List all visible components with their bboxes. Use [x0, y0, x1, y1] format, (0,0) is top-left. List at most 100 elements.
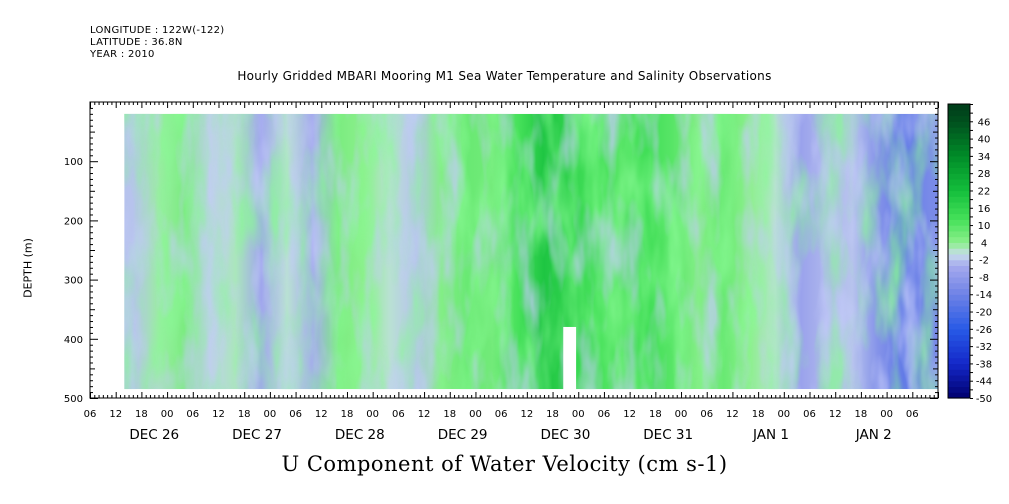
x-day-label: DEC 28: [335, 427, 385, 443]
x-tick-label: 06: [700, 409, 713, 420]
x-tick-label: 18: [546, 409, 559, 420]
colorbar-swatch: [948, 305, 970, 313]
colorbar-label: 4: [981, 238, 987, 249]
x-tick-label: 06: [84, 409, 97, 420]
colorbar-label: -2: [979, 256, 989, 267]
colorbar-swatch: [948, 230, 970, 238]
x-tick-label: 12: [829, 409, 842, 420]
colorbar-swatch: [948, 317, 970, 324]
colorbar-swatch: [948, 253, 970, 261]
colorbar-swatch: [948, 311, 970, 318]
x-tick-label: 18: [855, 409, 868, 420]
colorbar-swatch: [948, 374, 970, 382]
colorbar-swatch: [948, 225, 970, 232]
colorbar-swatch: [948, 161, 970, 169]
colorbar-swatch: [948, 346, 970, 353]
colorbar-label: 46: [978, 117, 991, 128]
x-day-label: JAN 2: [855, 427, 892, 443]
colorbar-swatch: [948, 155, 970, 163]
colorbar-swatch: [948, 294, 970, 301]
colorbar-swatch: [948, 196, 970, 203]
colorbar-label: -38: [976, 359, 992, 370]
colorbar-swatch: [948, 150, 970, 157]
colorbar-swatch: [948, 300, 970, 307]
colorbar-swatch: [948, 340, 970, 347]
colorbar-swatch: [948, 369, 970, 376]
colorbar-swatch: [948, 213, 970, 220]
colorbar-swatch: [948, 242, 970, 249]
velocity-texture-negative: [124, 113, 938, 390]
colorbar-swatch: [948, 121, 970, 128]
x-tick-label: 06: [906, 409, 919, 420]
x-tick-label: 12: [212, 409, 225, 420]
colorbar-swatch: [948, 138, 970, 145]
chart-title: Hourly Gridded MBARI Mooring M1 Sea Wate…: [237, 69, 772, 83]
x-tick-label: 00: [675, 409, 688, 420]
x-day-label: DEC 29: [438, 427, 488, 443]
x-tick-label: 18: [443, 409, 456, 420]
x-day-label: DEC 27: [232, 427, 282, 443]
colorbar-swatch: [948, 323, 970, 330]
y-tick-label: 200: [64, 216, 83, 227]
colorbar-swatch: [948, 248, 970, 255]
x-tick-label: 18: [238, 409, 251, 420]
colorbar-swatch: [948, 167, 970, 174]
colorbar-swatch: [948, 276, 970, 284]
x-tick-label: 00: [264, 409, 277, 420]
colorbar-swatch: [948, 178, 970, 186]
colorbar-label: 22: [978, 186, 991, 197]
colorbar-swatch: [948, 236, 970, 243]
y-tick-label: 500: [64, 394, 83, 405]
colorbar-swatch: [948, 380, 970, 388]
y-tick-label: 400: [64, 335, 83, 346]
colorbar-swatch: [948, 386, 970, 393]
colorbar-swatch: [948, 265, 970, 272]
latitude-label: LATITUDE : 36.8N: [90, 37, 183, 48]
x-day-label: DEC 31: [643, 427, 693, 443]
colorbar-swatch: [948, 271, 970, 278]
colorbar-label: 28: [978, 169, 991, 180]
colorbar-swatch: [948, 109, 970, 117]
x-tick-label: 18: [649, 409, 662, 420]
x-tick-label: 06: [392, 409, 405, 420]
x-tick-label: 12: [418, 409, 431, 420]
colorbar-swatch: [948, 184, 970, 192]
x-tick-label: 00: [880, 409, 893, 420]
colorbar-swatch: [948, 259, 970, 267]
colorbar-swatch: [948, 351, 970, 359]
colorbar-label: -44: [976, 377, 992, 388]
colorbar-swatch: [948, 190, 970, 197]
colorbar-swatch: [948, 104, 970, 111]
colorbar-swatch: [948, 328, 970, 336]
colorbar-label: -50: [976, 394, 992, 405]
x-day-label: JAN 1: [752, 427, 789, 443]
missing-data-notch: [563, 326, 577, 391]
colorbar-swatch: [948, 392, 970, 399]
x-tick-label: 00: [366, 409, 379, 420]
x-day-label: DEC 26: [129, 427, 179, 443]
colorbar-label: 34: [978, 152, 991, 163]
x-tick-label: 06: [803, 409, 816, 420]
colorbar-label: -32: [976, 342, 992, 353]
colorbar-swatch: [948, 202, 970, 209]
y-tick-label: 100: [64, 157, 83, 168]
x-tick-label: 00: [469, 409, 482, 420]
colorbar-label: 10: [978, 221, 991, 232]
x-tick-label: 12: [109, 409, 122, 420]
colorbar-swatch: [948, 144, 970, 151]
colorbar-swatch: [948, 282, 970, 290]
colorbar-swatch: [948, 127, 970, 134]
colorbar-swatch: [948, 173, 970, 180]
x-tick-label: 06: [598, 409, 611, 420]
colorbar-swatch: [948, 132, 970, 140]
x-tick-label: 06: [289, 409, 302, 420]
colorbar-swatch: [948, 288, 970, 295]
x-day-label: DEC 30: [540, 427, 590, 443]
x-tick-label: 06: [186, 409, 199, 420]
x-tick-label: 12: [315, 409, 328, 420]
x-tick-label: 12: [520, 409, 533, 420]
variable-title: U Component of Water Velocity (cm s-1): [281, 452, 728, 476]
x-tick-label: 18: [135, 409, 148, 420]
x-tick-label: 18: [752, 409, 765, 420]
